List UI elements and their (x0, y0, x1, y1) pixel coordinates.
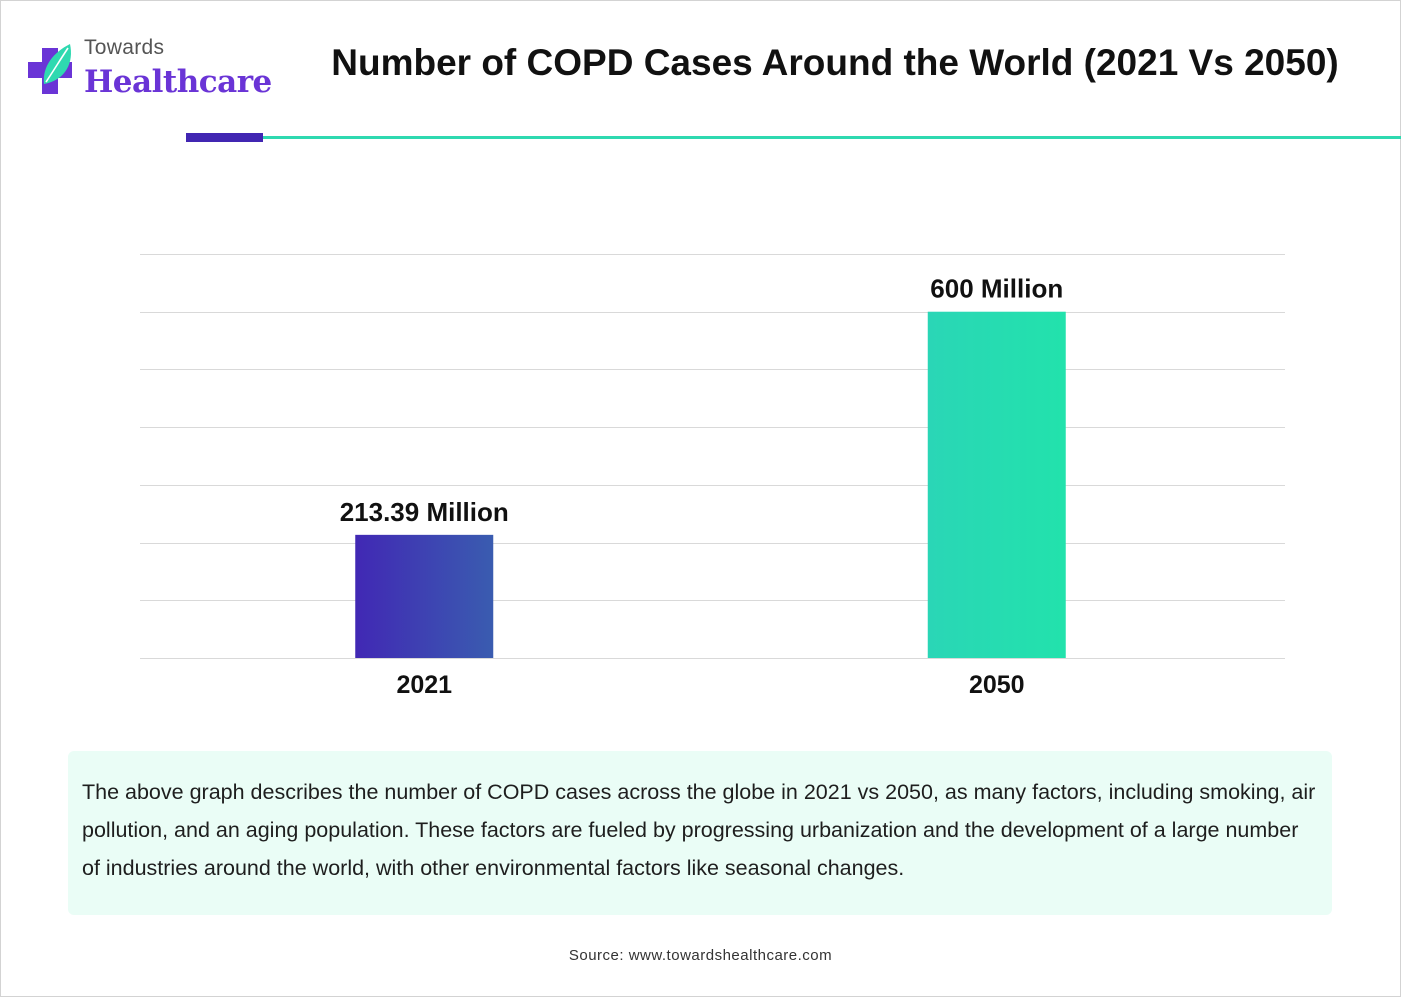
logo-text-towards: Towards (84, 36, 165, 59)
bar-chart: 213.39 Million 2021 600 Million 2050 (140, 254, 1285, 699)
header-rule-accent (186, 133, 263, 142)
bar-2021 (355, 534, 494, 658)
data-label-2021: 213.39 Million (340, 497, 509, 527)
x-tick-label-2021: 2021 (396, 671, 452, 699)
brand-logo: Towards Healthcare (26, 36, 272, 106)
x-tick-label-2050: 2050 (969, 671, 1025, 699)
description-box: The above graph describes the number of … (68, 751, 1332, 915)
logo-text-healthcare: Healthcare (84, 64, 272, 100)
source-note: Source: www.towardshealthcare.com (568, 947, 833, 964)
page-title: Number of COPD Cases Around the World (2… (331, 42, 1339, 83)
data-label-2050: 600 Million (930, 274, 1063, 304)
header-rule (263, 136, 1401, 139)
description-text: The above graph describes the number of … (82, 780, 1316, 880)
medical-cross-leaf-icon (28, 44, 72, 94)
bar-2050 (927, 311, 1066, 658)
